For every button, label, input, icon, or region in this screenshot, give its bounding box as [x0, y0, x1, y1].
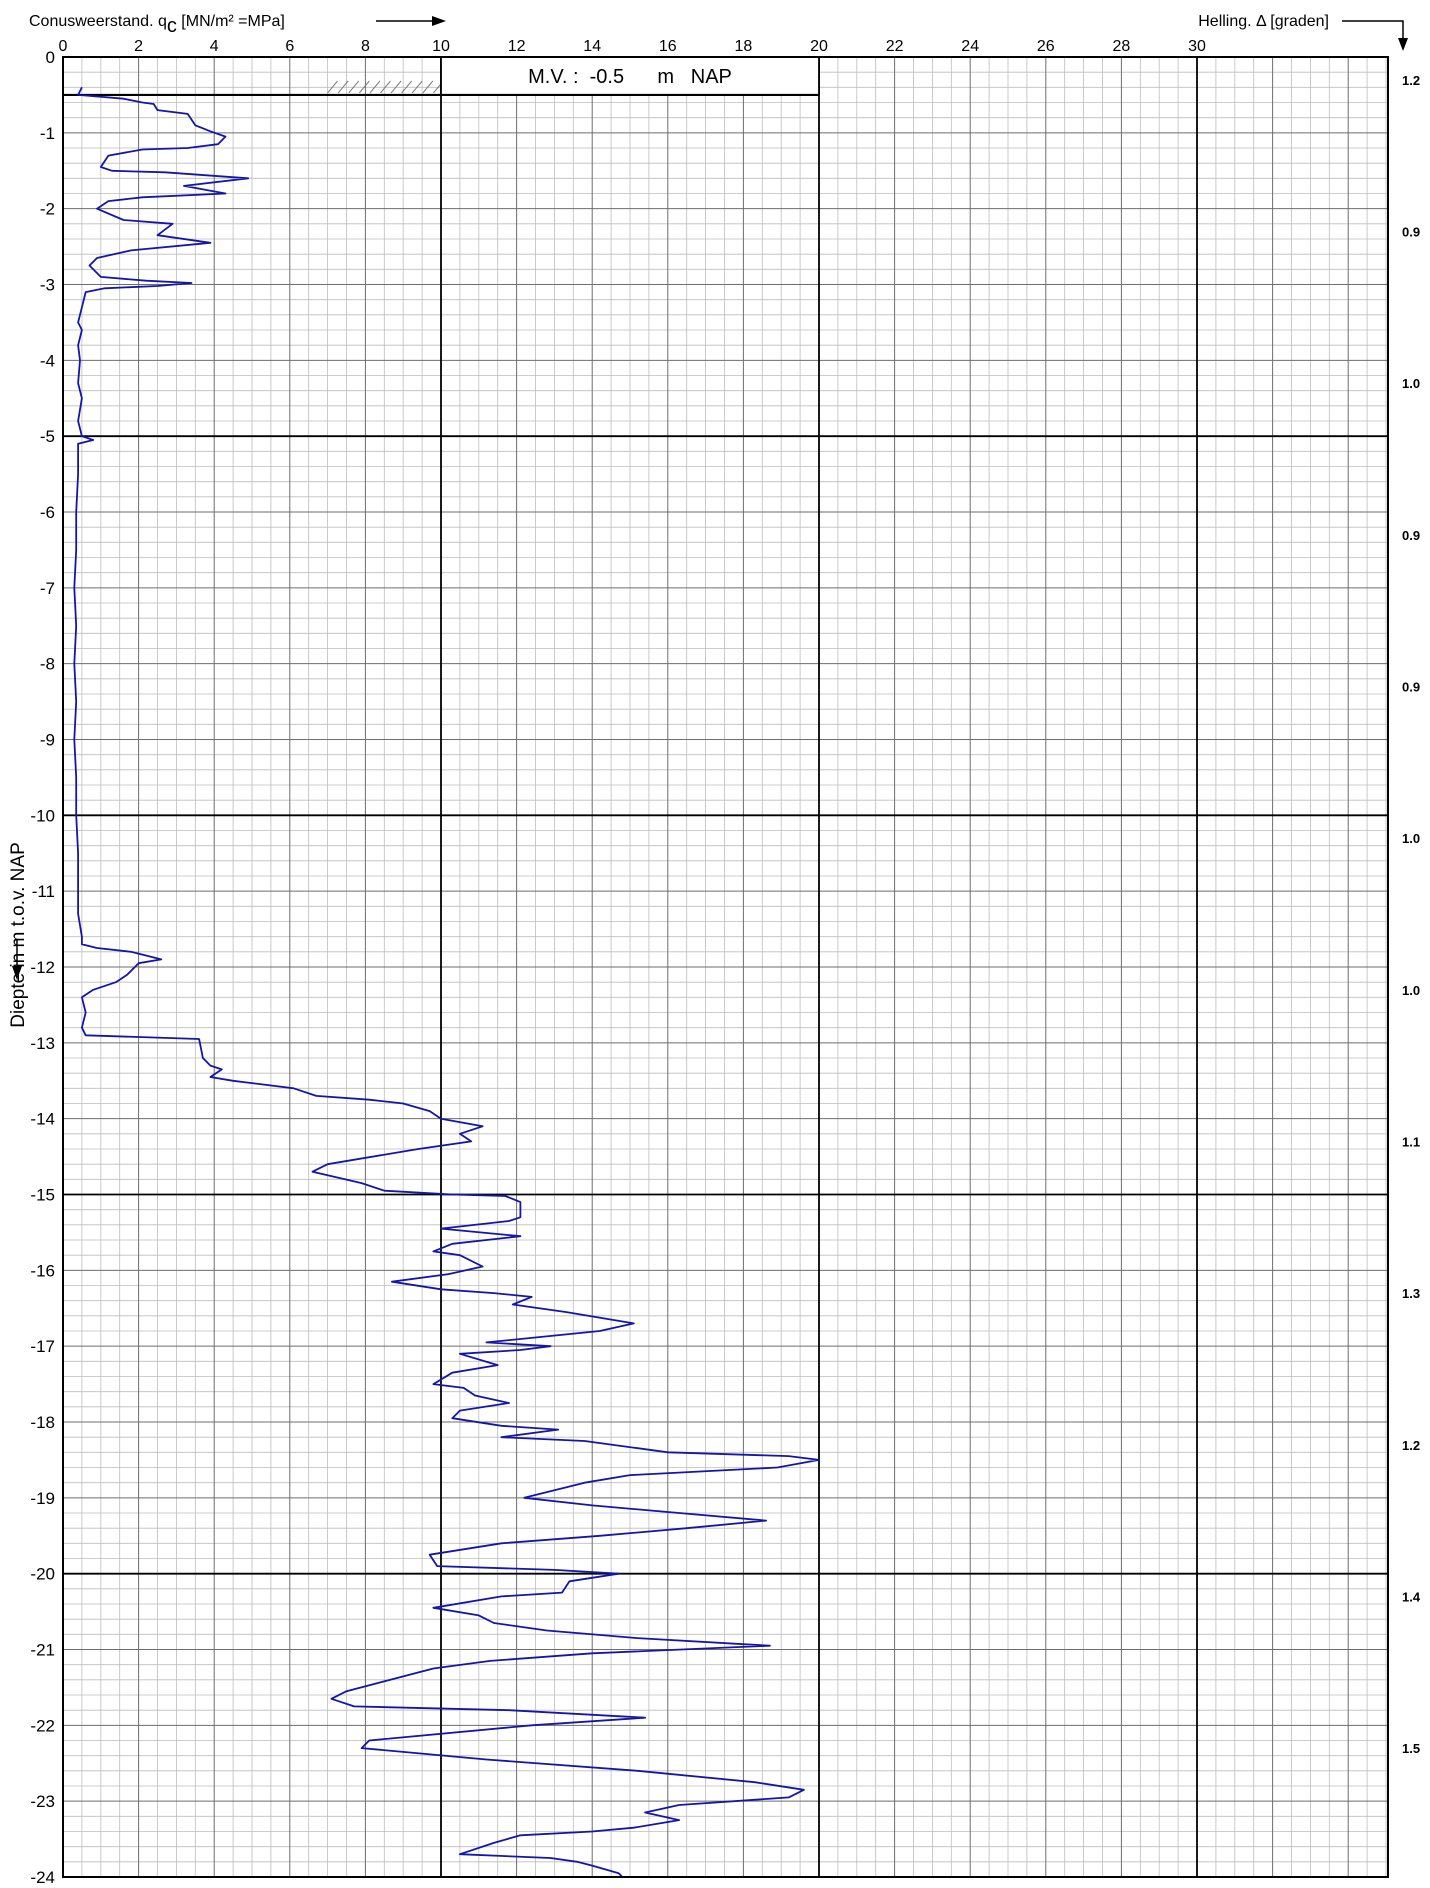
y-tick-label: -2: [40, 200, 55, 219]
x-tick-label: 24: [961, 38, 979, 55]
y-tick-label: -8: [40, 655, 55, 674]
x-tick-label: 6: [285, 38, 294, 55]
x-tick-label: 0: [59, 38, 68, 55]
right-axis-label: Helling. Δ [graden]: [1198, 13, 1329, 30]
hatch-mark: [369, 80, 381, 94]
y-tick-label: -4: [40, 351, 55, 370]
y-tick-label: 0: [46, 48, 55, 67]
y-axis-label-group: Diepte in m t.o.v. NAP: [8, 842, 29, 1028]
y-tick-label: -12: [30, 958, 55, 977]
y-tick-label: -5: [40, 427, 55, 446]
hatch-mark: [390, 80, 402, 94]
hatch-mark: [422, 80, 434, 94]
top-axis-subscript: c: [167, 15, 177, 37]
y-tick-label: -19: [30, 1489, 55, 1508]
y-tick-label: -15: [30, 1186, 55, 1205]
y-tick-label: -23: [30, 1792, 55, 1811]
right-axis-arrow: [1342, 20, 1408, 51]
y-tick-label: -18: [30, 1413, 55, 1432]
hatch-mark: [411, 80, 423, 94]
x-tick-label: 8: [361, 38, 370, 55]
hatch-mark: [327, 80, 338, 94]
y-tick-label: -3: [40, 276, 55, 295]
x-tick-label: 18: [735, 38, 753, 55]
y-tick-labels: 0 -1 -2 -3 -4 -5 -6 -7 -8 -9 -10 -11 -12 -13 -14 -15 -16…: [30, 48, 55, 1887]
y-tick-label: -14: [30, 1110, 55, 1129]
y-tick-label: -20: [30, 1565, 55, 1584]
plot-frame: [62, 56, 1389, 1878]
helling-value: 1.0: [1402, 983, 1420, 998]
x-tick-labels: 0 2 4 6 8 10 12 14 16 18 20 22 24 26 28 30: [59, 38, 1206, 55]
helling-value: 1.3: [1402, 1286, 1420, 1301]
x-tick-label: 4: [210, 38, 219, 55]
y-axis-label: Diepte in m t.o.v. NAP: [8, 842, 29, 1028]
top-axis-arrow: [376, 16, 446, 26]
helling-value: 1.4: [1402, 1589, 1421, 1604]
y-axis-arrow: [12, 940, 22, 980]
mv-box-background: [441, 58, 819, 95]
x-tick-label: 20: [810, 38, 828, 55]
y-tick-label: -1: [40, 124, 55, 143]
helling-value: 0.9: [1402, 224, 1420, 239]
x-tick-label: 12: [508, 38, 526, 55]
y-tick-label: -16: [30, 1261, 55, 1280]
y-tick-label: -7: [40, 579, 55, 598]
qc-series-line: [73, 86, 820, 1878]
hatch-mark: [358, 80, 370, 94]
surface-hatch: [327, 80, 444, 94]
helling-value: 0.9: [1402, 528, 1420, 543]
hatch-mark: [380, 80, 391, 94]
x-tick-label: 16: [659, 38, 677, 55]
x-tick-label: 26: [1037, 38, 1055, 55]
hatch-mark: [401, 80, 413, 94]
helling-value: 1.2: [1402, 73, 1420, 88]
y-tick-label: -22: [30, 1716, 55, 1735]
helling-value: 1.0: [1402, 831, 1420, 846]
y-tick-label: -21: [30, 1641, 55, 1660]
x-tick-label: 28: [1113, 38, 1131, 55]
y-tick-label: -11: [32, 882, 55, 901]
helling-value: 1.0: [1402, 376, 1420, 391]
y-tick-label: -13: [30, 1034, 55, 1053]
series-group: [73, 86, 820, 1878]
x-tick-label: 14: [583, 38, 601, 55]
medium-grid: [63, 57, 1388, 1877]
mv-box: M.V. : -0.5 m NAP: [63, 57, 820, 97]
top-axis-label: Conusweerstand. qc [MN/m² =MPa]: [29, 13, 285, 37]
major-grid: [63, 57, 1388, 1877]
helling-value: 1.5: [1402, 1741, 1420, 1756]
y-tick-label: -17: [30, 1337, 55, 1356]
y-tick-label: -6: [40, 503, 55, 522]
x-tick-label: 30: [1188, 38, 1206, 55]
helling-value: 1.1: [1402, 1134, 1420, 1149]
x-tick-label: 22: [886, 38, 904, 55]
mv-label: M.V. : -0.5 m NAP: [528, 66, 732, 88]
hatch-mark: [348, 80, 360, 94]
x-tick-label: 2: [134, 38, 143, 55]
top-axis-units: [MN/m² =MPa]: [177, 13, 285, 30]
helling-value: 0.9: [1402, 679, 1420, 694]
helling-values: 1.2 0.9 1.0 0.9 0.9 1.0 1.0 1.1 1.3 1.2 1.4 1.5: [1402, 73, 1421, 1756]
y-tick-label: -9: [40, 731, 55, 750]
y-tick-label: -24: [30, 1868, 55, 1883]
y-tick-label: -10: [30, 806, 55, 825]
x-tick-label: 10: [432, 38, 450, 55]
helling-value: 1.2: [1402, 1438, 1420, 1453]
hatch-mark: [337, 80, 349, 94]
